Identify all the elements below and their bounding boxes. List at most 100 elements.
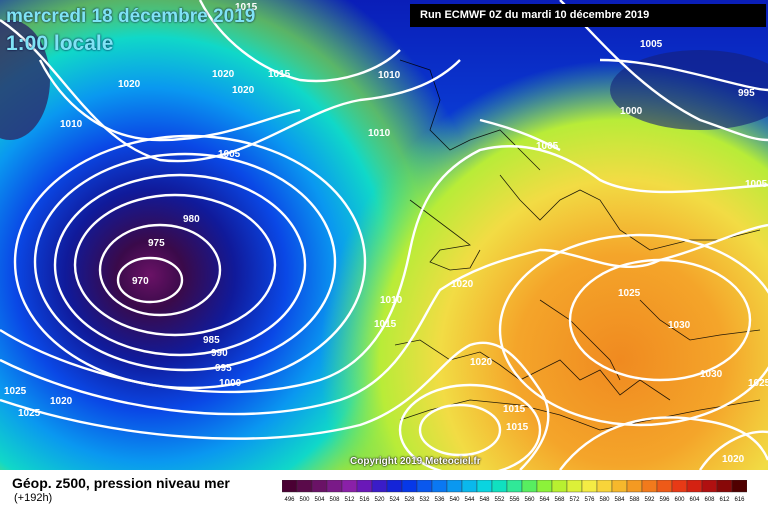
scale-value: 532 [419, 497, 430, 503]
scale-value: 564 [539, 497, 550, 503]
scale-value: 512 [344, 497, 355, 503]
isobar-label: 975 [148, 238, 165, 249]
scale-value: 524 [389, 497, 400, 503]
isobar-label: 1005 [536, 141, 559, 152]
scale-value: 544 [464, 497, 475, 503]
scale-swatch [326, 480, 343, 493]
scale-value: 568 [554, 497, 565, 503]
scale-value: 508 [329, 497, 340, 503]
scale-swatch [671, 480, 688, 493]
scale-value: 572 [569, 497, 580, 503]
scale-swatch [641, 480, 658, 493]
isobar-label: 1015 [374, 319, 397, 330]
isobar-label: 1025 [18, 408, 41, 419]
isobar-label: 1030 [700, 369, 723, 380]
isobar-label: 1010 [60, 119, 83, 130]
isobar-label: 995 [738, 88, 755, 99]
isobar-label: 1020 [232, 85, 255, 96]
scale-value: 600 [674, 497, 685, 503]
scale-value: 576 [584, 497, 595, 503]
scale-swatch [551, 480, 568, 493]
scale-swatch [581, 480, 598, 493]
isobar-label: 1030 [668, 320, 691, 331]
isobar-label: 1020 [118, 79, 141, 90]
color-scale: 496 500 504 508 512 516 520 524 528 532 536 540 544 5… [282, 480, 747, 503]
scale-swatch [596, 480, 613, 493]
isobar-label: 1010 [378, 70, 401, 81]
legend-footer: Géop. z500, pression niveau mer (+192h) … [0, 470, 768, 512]
scale-swatch [341, 480, 358, 493]
isobar-label: 1015 [506, 422, 529, 433]
scale-swatch [446, 480, 463, 493]
scale-swatch [476, 480, 493, 493]
scale-swatch [416, 480, 433, 493]
scale-swatch [611, 480, 628, 493]
scale-value: 604 [689, 497, 700, 503]
scale-swatch [626, 480, 643, 493]
isobar-label: 1000 [620, 106, 643, 117]
run-info: Run ECMWF 0Z du mardi 10 décembre 2019 [410, 4, 766, 27]
scale-swatch [282, 480, 298, 493]
scale-value: 556 [509, 497, 520, 503]
isobar-label: 1020 [212, 69, 235, 80]
scale-value: 612 [719, 497, 730, 503]
weather-map: 1015 1010 1020 1015 1020 1020 1010 1010 … [0, 0, 768, 470]
scale-value: 608 [704, 497, 715, 503]
scale-value: 548 [479, 497, 490, 503]
scale-value: 560 [524, 497, 535, 503]
isobar-label: 970 [132, 276, 149, 287]
scale-value: 584 [614, 497, 625, 503]
isobar-label: 1015 [235, 2, 258, 13]
color-scale-bar: 496 500 504 508 512 516 520 524 528 532 536 540 544 5… [282, 480, 747, 503]
scale-swatch [536, 480, 553, 493]
scale-swatch [731, 480, 747, 493]
scale-swatch [296, 480, 313, 493]
scale-swatch [356, 480, 373, 493]
scale-swatch [716, 480, 733, 493]
scale-swatch [686, 480, 703, 493]
legend-subtitle: (+192h) [14, 492, 53, 504]
scale-value: 504 [314, 497, 325, 503]
isobar-label: 1005 [745, 179, 768, 190]
map-canvas: 1015 1010 1020 1015 1020 1020 1010 1010 … [0, 0, 768, 470]
scale-swatch [386, 480, 403, 493]
isobar-label: 1000 [219, 378, 242, 389]
isobar-label: 985 [203, 335, 220, 346]
scale-swatch [401, 480, 418, 493]
scale-swatch [461, 480, 478, 493]
scale-value: 580 [599, 497, 610, 503]
scale-swatch [656, 480, 673, 493]
isobar-label: 995 [215, 363, 232, 374]
legend-title: Géop. z500, pression niveau mer [12, 475, 230, 491]
isobar-label: 1020 [451, 279, 474, 290]
scale-value: 552 [494, 497, 505, 503]
isobar-label: 1025 [748, 378, 768, 389]
isobar-label: 1025 [618, 288, 641, 299]
isobar-label: 980 [183, 214, 200, 225]
scale-swatch [521, 480, 538, 493]
scale-value: 536 [434, 497, 445, 503]
isobar-label: 1015 [503, 404, 526, 415]
isobar-label: 1010 [368, 128, 391, 139]
scale-value: 592 [644, 497, 655, 503]
scale-swatch [311, 480, 328, 493]
scale-swatch [491, 480, 508, 493]
forecast-time: 1:00 locale [6, 32, 114, 55]
forecast-date: mercredi 18 décembre 2019 [6, 6, 256, 27]
isobar-label: 1020 [470, 357, 493, 368]
scale-swatch [506, 480, 523, 493]
scale-value: 616 [734, 497, 745, 503]
isobar-label: 1015 [268, 69, 291, 80]
isobar-label: 1025 [4, 386, 27, 397]
isobar-label: 1020 [722, 454, 745, 465]
copyright: Copyright 2019 Meteociel.fr [350, 456, 481, 467]
scale-value: 500 [299, 497, 310, 503]
scale-value: 496 [284, 497, 295, 503]
isobar-label: 1010 [380, 295, 403, 306]
isobar-label: 990 [211, 348, 228, 359]
scale-value: 516 [359, 497, 370, 503]
scale-swatch [701, 480, 718, 493]
scale-swatch [431, 480, 448, 493]
scale-value: 596 [659, 497, 670, 503]
isobar-label: 1005 [640, 39, 663, 50]
